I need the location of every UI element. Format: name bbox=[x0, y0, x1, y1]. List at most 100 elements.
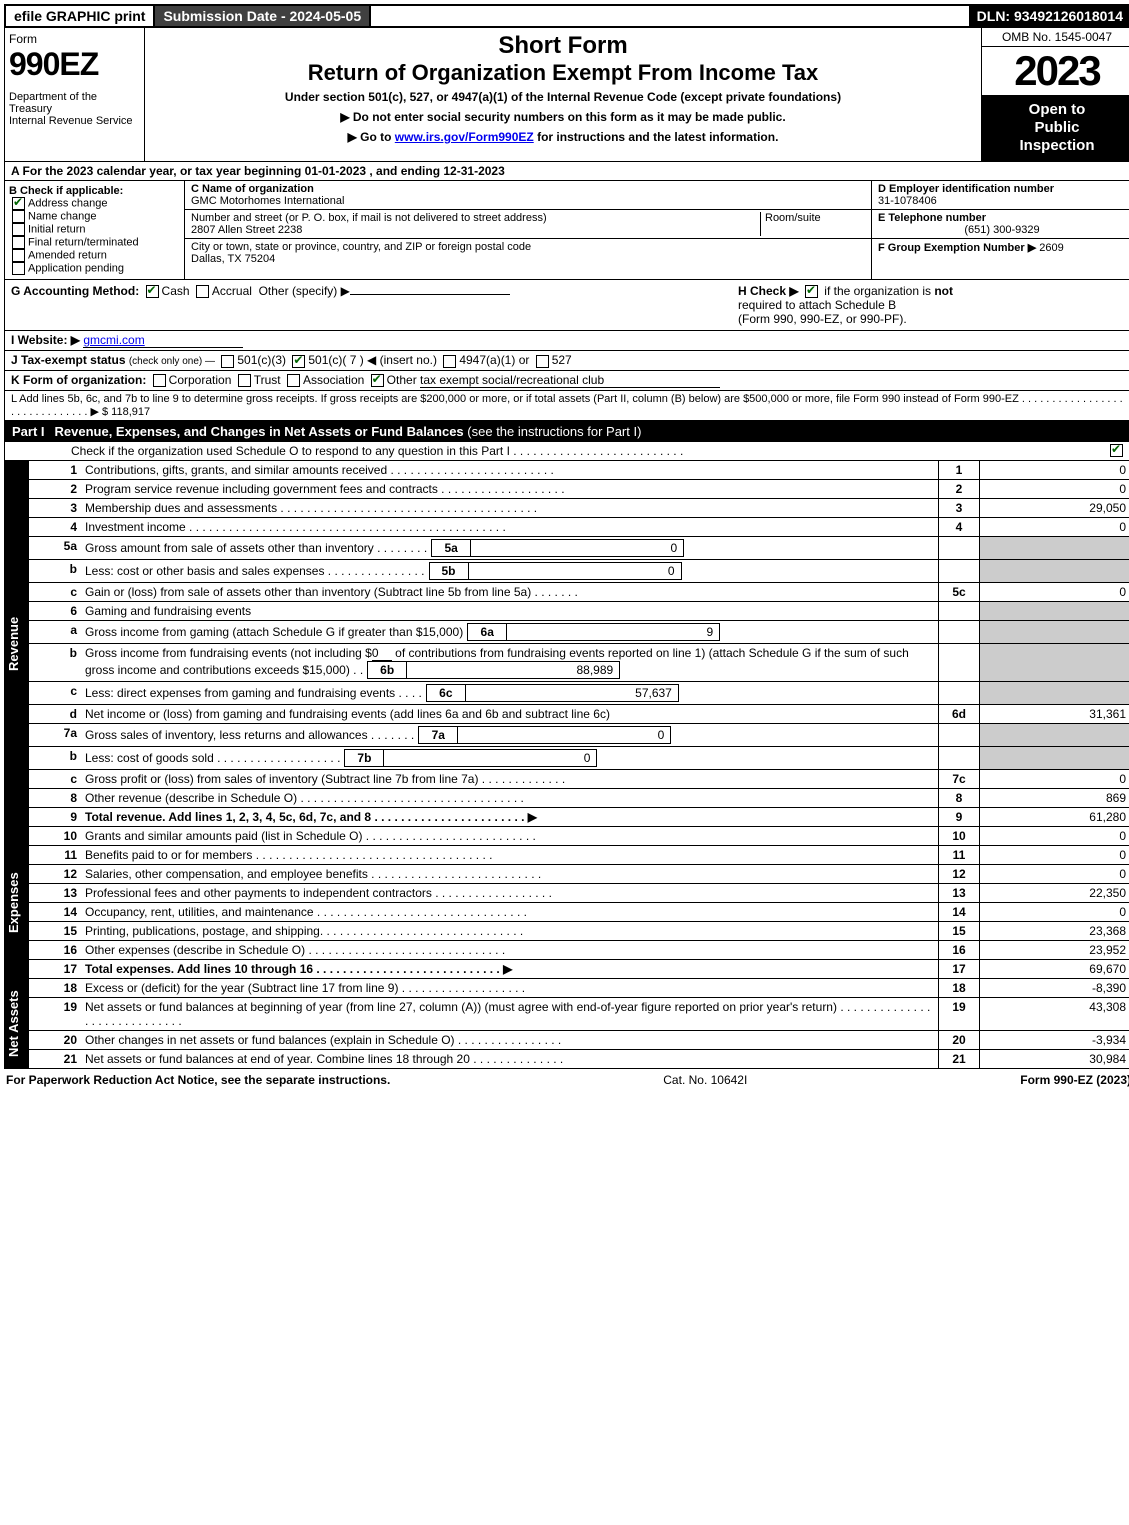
line-4-num: 4 bbox=[938, 518, 980, 536]
line-7a-text: Gross sales of inventory, less returns a… bbox=[85, 728, 414, 742]
shade bbox=[938, 724, 980, 746]
chk-assoc[interactable] bbox=[287, 374, 300, 387]
line-7c-amt: 0 bbox=[980, 770, 1129, 788]
shade bbox=[980, 747, 1129, 769]
chk-501c3[interactable] bbox=[221, 355, 234, 368]
line-12-num: 12 bbox=[938, 865, 980, 883]
line-7b: bLess: cost of goods sold . . . . . . . … bbox=[28, 747, 1129, 770]
shade bbox=[980, 621, 1129, 643]
chk-amended[interactable]: Amended return bbox=[9, 249, 180, 262]
line-19-amt: 43,308 bbox=[980, 998, 1129, 1030]
chk-trust[interactable] bbox=[238, 374, 251, 387]
c-city-row: City or town, state or province, country… bbox=[185, 239, 871, 267]
line-17: 17Total expenses. Add lines 10 through 1… bbox=[28, 960, 1129, 979]
short-form-title: Short Form bbox=[151, 32, 975, 60]
line-8-num: 8 bbox=[938, 789, 980, 807]
line-20-num: 20 bbox=[938, 1031, 980, 1049]
c-street-row: Number and street (or P. O. box, if mail… bbox=[185, 210, 871, 239]
footer-mid: Cat. No. 10642I bbox=[663, 1073, 747, 1087]
line-14-text: Occupancy, rent, utilities, and maintena… bbox=[81, 903, 938, 921]
f-val: 2609 bbox=[1039, 242, 1063, 254]
b-opt-3: Final return/terminated bbox=[28, 236, 139, 248]
line-19-num: 19 bbox=[938, 998, 980, 1030]
shade bbox=[938, 682, 980, 704]
line-8: 8Other revenue (describe in Schedule O) … bbox=[28, 789, 1129, 808]
header-right: OMB No. 1545-0047 2023 Open to Public In… bbox=[982, 28, 1129, 161]
subtitle-1: Under section 501(c), 527, or 4947(a)(1)… bbox=[151, 90, 975, 104]
dln-label: DLN: 93492126018014 bbox=[969, 6, 1129, 26]
line-5b-bv: 0 bbox=[469, 563, 681, 579]
chk-527[interactable] bbox=[536, 355, 549, 368]
chk-pending[interactable]: Application pending bbox=[9, 262, 180, 275]
website-link[interactable]: gmcmi.com bbox=[83, 333, 144, 347]
line-1-amt: 0 bbox=[980, 461, 1129, 479]
chk-final[interactable]: Final return/terminated bbox=[9, 236, 180, 249]
line-15-num: 15 bbox=[938, 922, 980, 940]
line-7a: 7aGross sales of inventory, less returns… bbox=[28, 724, 1129, 747]
expenses-block: Expenses 10Grants and similar amounts pa… bbox=[4, 827, 1129, 979]
header-left: Form 990EZ Department of the Treasury In… bbox=[5, 28, 145, 161]
line-7c-text: Gross profit or (loss) from sales of inv… bbox=[81, 770, 938, 788]
shade bbox=[980, 537, 1129, 559]
line-21-amt: 30,984 bbox=[980, 1050, 1129, 1068]
j-o4: 527 bbox=[552, 353, 572, 367]
chk-corp[interactable] bbox=[153, 374, 166, 387]
c-room-lbl: Room/suite bbox=[761, 212, 865, 236]
chk-schedule-o[interactable] bbox=[1110, 444, 1123, 457]
g-other-fill[interactable] bbox=[350, 294, 510, 295]
return-title: Return of Organization Exempt From Incom… bbox=[151, 60, 975, 86]
line-6b-t1: Gross income from fundraising events (no… bbox=[85, 646, 372, 660]
irs-link[interactable]: www.irs.gov/Form990EZ bbox=[395, 130, 534, 144]
h-text4: (Form 990, 990-EZ, or 990-PF). bbox=[738, 312, 907, 326]
omb-number: OMB No. 1545-0047 bbox=[982, 28, 1129, 47]
j-lbl: J Tax-exempt status bbox=[11, 353, 126, 367]
efile-print-label[interactable]: efile GRAPHIC print bbox=[6, 6, 155, 26]
col-def: D Employer identification number 31-1078… bbox=[872, 181, 1129, 279]
chk-accrual[interactable] bbox=[196, 285, 209, 298]
chk-other-org[interactable] bbox=[371, 374, 384, 387]
d-val: 31-1078406 bbox=[878, 195, 937, 207]
line-4: 4Investment income . . . . . . . . . . .… bbox=[28, 518, 1129, 537]
h-text3: required to attach Schedule B bbox=[738, 298, 896, 312]
line-7b-bv: 0 bbox=[384, 750, 596, 766]
chk-name[interactable]: Name change bbox=[9, 210, 180, 223]
line-21: 21Net assets or fund balances at end of … bbox=[28, 1050, 1129, 1069]
footer-left: For Paperwork Reduction Act Notice, see … bbox=[6, 1073, 390, 1087]
line-5c-num: 5c bbox=[938, 583, 980, 601]
h-text2: if the organization is bbox=[824, 284, 934, 298]
b-opt-2: Initial return bbox=[28, 223, 85, 235]
c-city: Dallas, TX 75204 bbox=[191, 253, 275, 265]
form-number: 990EZ bbox=[9, 46, 140, 83]
chk-initial[interactable]: Initial return bbox=[9, 223, 180, 236]
b-opt-1: Name change bbox=[28, 210, 97, 222]
open2: Public bbox=[1034, 119, 1079, 136]
line-7c: cGross profit or (loss) from sales of in… bbox=[28, 770, 1129, 789]
line-1-text: Contributions, gifts, grants, and simila… bbox=[81, 461, 938, 479]
line-6d: dNet income or (loss) from gaming and fu… bbox=[28, 705, 1129, 724]
chk-501c[interactable] bbox=[292, 355, 305, 368]
h-not: not bbox=[934, 284, 953, 298]
chk-cash[interactable] bbox=[146, 285, 159, 298]
k-o3: Association bbox=[303, 373, 364, 387]
line-6b-fill: 0 bbox=[372, 646, 392, 661]
e-row: E Telephone number (651) 300-9329 bbox=[872, 210, 1129, 239]
checkbox-icon bbox=[12, 223, 25, 236]
line-14: 14Occupancy, rent, utilities, and mainte… bbox=[28, 903, 1129, 922]
line-5a-bn: 5a bbox=[432, 540, 471, 556]
chk-address[interactable]: Address change bbox=[9, 197, 180, 210]
line-6b-bn: 6b bbox=[368, 662, 407, 678]
j-o2: 501(c)( 7 ) ◀ (insert no.) bbox=[308, 353, 437, 367]
line-1: 1Contributions, gifts, grants, and simil… bbox=[28, 461, 1129, 480]
line-2: 2Program service revenue including gover… bbox=[28, 480, 1129, 499]
chk-4947[interactable] bbox=[443, 355, 456, 368]
chk-h[interactable] bbox=[805, 285, 818, 298]
k-other-val: tax exempt social/recreational club bbox=[420, 373, 720, 388]
line-11-text: Benefits paid to or for members . . . . … bbox=[81, 846, 938, 864]
col-b: B Check if applicable: Address change Na… bbox=[5, 181, 185, 279]
dept-text: Department of the Treasury bbox=[9, 91, 97, 115]
line-8-amt: 869 bbox=[980, 789, 1129, 807]
shade bbox=[980, 682, 1129, 704]
line-6b-bv: 88,989 bbox=[407, 662, 619, 678]
f-lbl: F Group Exemption Number bbox=[878, 242, 1025, 254]
checkbox-icon bbox=[12, 249, 25, 262]
